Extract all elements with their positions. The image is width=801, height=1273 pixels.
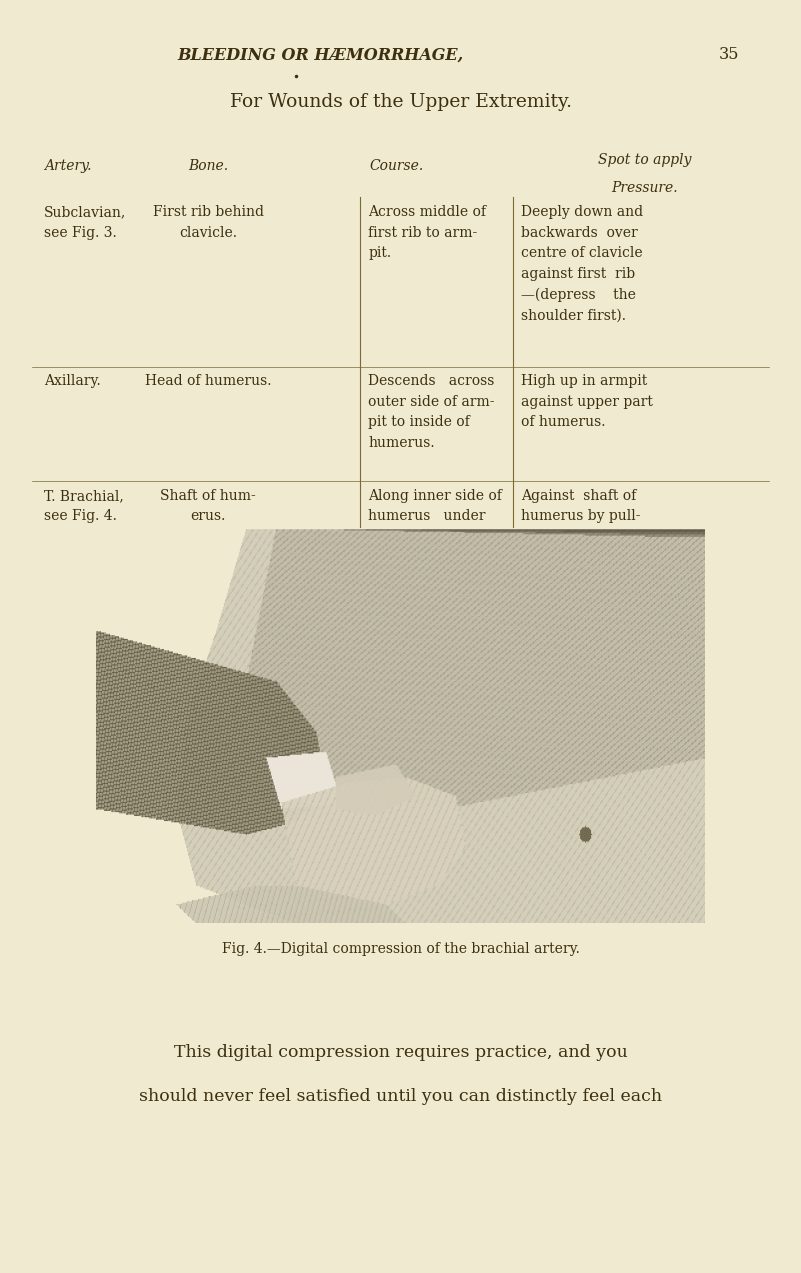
Text: Across middle of
first rib to arm-
pit.: Across middle of first rib to arm- pit. bbox=[368, 205, 486, 260]
Text: should never feel satisfied until you can distinctly feel each: should never feel satisfied until you ca… bbox=[139, 1088, 662, 1105]
Text: Subclavian,
see Fig. 3.: Subclavian, see Fig. 3. bbox=[44, 205, 127, 239]
Text: Head of humerus.: Head of humerus. bbox=[145, 374, 272, 388]
Text: Axillary.: Axillary. bbox=[44, 374, 101, 388]
Text: Course.: Course. bbox=[369, 159, 424, 173]
Text: First rib behind
clavicle.: First rib behind clavicle. bbox=[153, 205, 264, 239]
Text: Shaft of hum-
erus.: Shaft of hum- erus. bbox=[160, 489, 256, 523]
Text: Against  shaft of
humerus by pull-
ing  aside   and
gripping   biceps
pressing  : Against shaft of humerus by pull- ing as… bbox=[521, 489, 640, 647]
Text: Spot to apply: Spot to apply bbox=[598, 153, 691, 167]
Text: Along inner side of
humerus   under
edge  of  biceps
muscle.: Along inner side of humerus under edge o… bbox=[368, 489, 502, 565]
Text: High up in armpit
against upper part
of humerus.: High up in armpit against upper part of … bbox=[521, 374, 653, 429]
Text: T. Brachial,
see Fig. 4.: T. Brachial, see Fig. 4. bbox=[44, 489, 124, 523]
Text: Deeply down and
backwards  over
centre of clavicle
against first  rib
—(depress : Deeply down and backwards over centre of… bbox=[521, 205, 642, 322]
Text: Pressure.: Pressure. bbox=[611, 181, 678, 195]
Text: Artery.: Artery. bbox=[44, 159, 91, 173]
Text: For Wounds of the Upper Extremity.: For Wounds of the Upper Extremity. bbox=[230, 93, 571, 111]
Text: BLEEDING OR HÆMORRHAGE,: BLEEDING OR HÆMORRHAGE, bbox=[177, 46, 464, 64]
Text: Fig. 4.—Digital compression of the brachial artery.: Fig. 4.—Digital compression of the brach… bbox=[222, 942, 579, 956]
Text: 35: 35 bbox=[718, 46, 739, 64]
Text: Descends   across
outer side of arm-
pit to inside of
humerus.: Descends across outer side of arm- pit t… bbox=[368, 374, 495, 451]
Text: Bone.: Bone. bbox=[188, 159, 228, 173]
Text: This digital compression requires practice, and you: This digital compression requires practi… bbox=[174, 1044, 627, 1060]
